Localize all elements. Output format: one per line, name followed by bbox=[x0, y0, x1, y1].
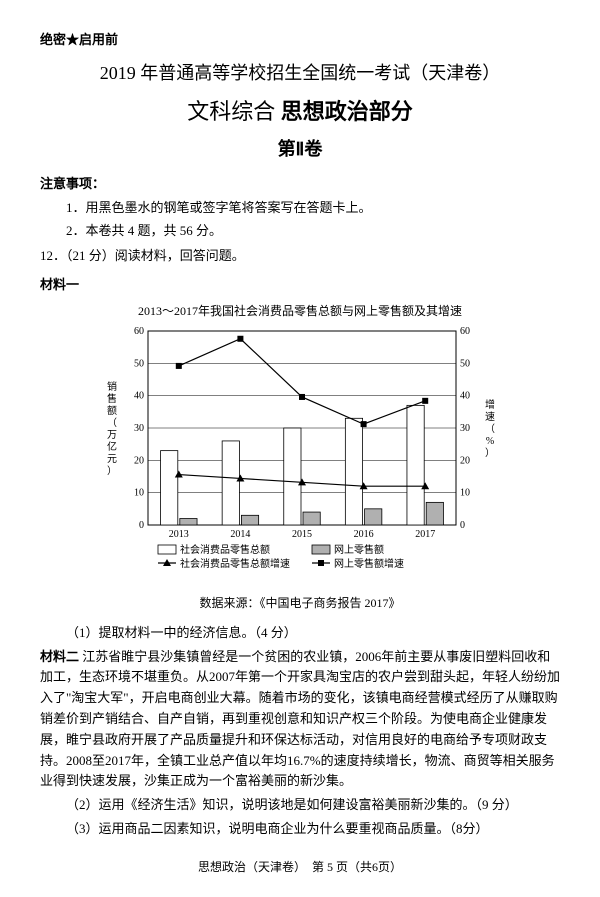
svg-text:）: ） bbox=[107, 465, 117, 477]
question-12: 12．（21 分）阅读材料，回答问题。 bbox=[40, 246, 560, 267]
svg-text:10: 10 bbox=[460, 487, 470, 498]
material-2-block: 材料二 江苏省睢宁县沙集镇曾经是一个贫困的农业镇，2006年前主要从事废旧塑料回… bbox=[40, 647, 560, 793]
svg-text:2014: 2014 bbox=[230, 529, 250, 540]
question-12-2: （2）运用《经济生活》知识，说明该地是如何建设富裕美丽新沙集的。（9 分） bbox=[40, 795, 560, 816]
svg-text:元: 元 bbox=[107, 454, 117, 465]
chart-svg: 00101020203030404050506060销售额（万亿元）增速（%）2… bbox=[100, 323, 500, 583]
svg-text:（: （ bbox=[485, 423, 495, 435]
svg-text:40: 40 bbox=[134, 390, 144, 401]
svg-text:售: 售 bbox=[107, 392, 117, 405]
sub-title: 文科综合 思想政治部分 bbox=[40, 94, 560, 129]
svg-text:销: 销 bbox=[107, 380, 117, 393]
svg-text:50: 50 bbox=[134, 358, 144, 369]
svg-text:0: 0 bbox=[139, 520, 144, 531]
page-footer: 思想政治（天津卷） 第 5 页（共6页） bbox=[40, 858, 560, 877]
svg-text:2015: 2015 bbox=[292, 529, 312, 540]
svg-text:0: 0 bbox=[460, 520, 465, 531]
chart-source: 数据来源：《中国电子商务报告 2017》 bbox=[100, 594, 500, 613]
section-label: 第Ⅱ卷 bbox=[40, 135, 560, 164]
notice-heading: 注意事项： bbox=[40, 174, 560, 195]
sub-title-a: 文科综合 bbox=[187, 99, 275, 124]
chart-container: 2013～2017年我国社会消费品零售总额与网上零售额及其增速 0 0 10 10 20… bbox=[100, 302, 500, 613]
svg-text:30: 30 bbox=[460, 423, 470, 434]
question-12-3: （3）运用商品二因素知识，说明电商企业为什么要重视商品质量。（8分） bbox=[40, 819, 560, 840]
svg-text:速: 速 bbox=[485, 411, 495, 423]
svg-text:20: 20 bbox=[134, 455, 144, 466]
confidential-mark: 绝密★启用前 bbox=[40, 30, 560, 51]
svg-text:2017: 2017 bbox=[415, 529, 435, 540]
svg-text:2013: 2013 bbox=[169, 529, 189, 540]
svg-text:%: % bbox=[486, 436, 494, 447]
svg-text:网上零售额增速: 网上零售额增速 bbox=[334, 557, 404, 570]
svg-text:60: 60 bbox=[134, 326, 144, 337]
svg-text:增: 增 bbox=[485, 398, 495, 411]
svg-text:万: 万 bbox=[107, 430, 117, 441]
material-2-heading: 材料二 bbox=[40, 649, 79, 664]
svg-text:网上零售额: 网上零售额 bbox=[334, 543, 384, 556]
svg-text:20: 20 bbox=[460, 455, 470, 466]
sub-title-b: 思想政治部分 bbox=[281, 99, 413, 124]
notice-item-1: 1．用黑色墨水的钢笔或签字笔将答案写在答题卡上。 bbox=[40, 198, 560, 219]
material-1-heading: 材料一 bbox=[40, 275, 560, 296]
svg-text:）: ） bbox=[485, 447, 495, 459]
svg-text:（: （ bbox=[107, 417, 117, 429]
svg-text:额: 额 bbox=[107, 404, 117, 417]
svg-text:40: 40 bbox=[460, 390, 470, 401]
svg-text:亿: 亿 bbox=[107, 440, 117, 453]
svg-text:50: 50 bbox=[460, 358, 470, 369]
svg-text:60: 60 bbox=[460, 326, 470, 337]
main-title: 2019 年普通高等学校招生全国统一考试（天津卷） bbox=[40, 59, 560, 88]
notice-item-2: 2．本卷共 4 题，共 56 分。 bbox=[40, 221, 560, 242]
svg-text:30: 30 bbox=[134, 423, 144, 434]
svg-text:10: 10 bbox=[134, 487, 144, 498]
question-12-1: （1）提取材料一中的经济信息。（4 分） bbox=[40, 623, 560, 644]
chart-title: 2013～2017年我国社会消费品零售总额与网上零售额及其增速 bbox=[100, 302, 500, 321]
svg-text:社会消费品零售总额: 社会消费品零售总额 bbox=[180, 543, 270, 556]
svg-text:2016: 2016 bbox=[354, 529, 374, 540]
svg-text:社会消费品零售总额增速: 社会消费品零售总额增速 bbox=[180, 557, 290, 570]
material-2-text: 江苏省睢宁县沙集镇曾经是一个贫困的农业镇，2006年前主要从事废旧塑料回收和加工… bbox=[40, 649, 560, 789]
